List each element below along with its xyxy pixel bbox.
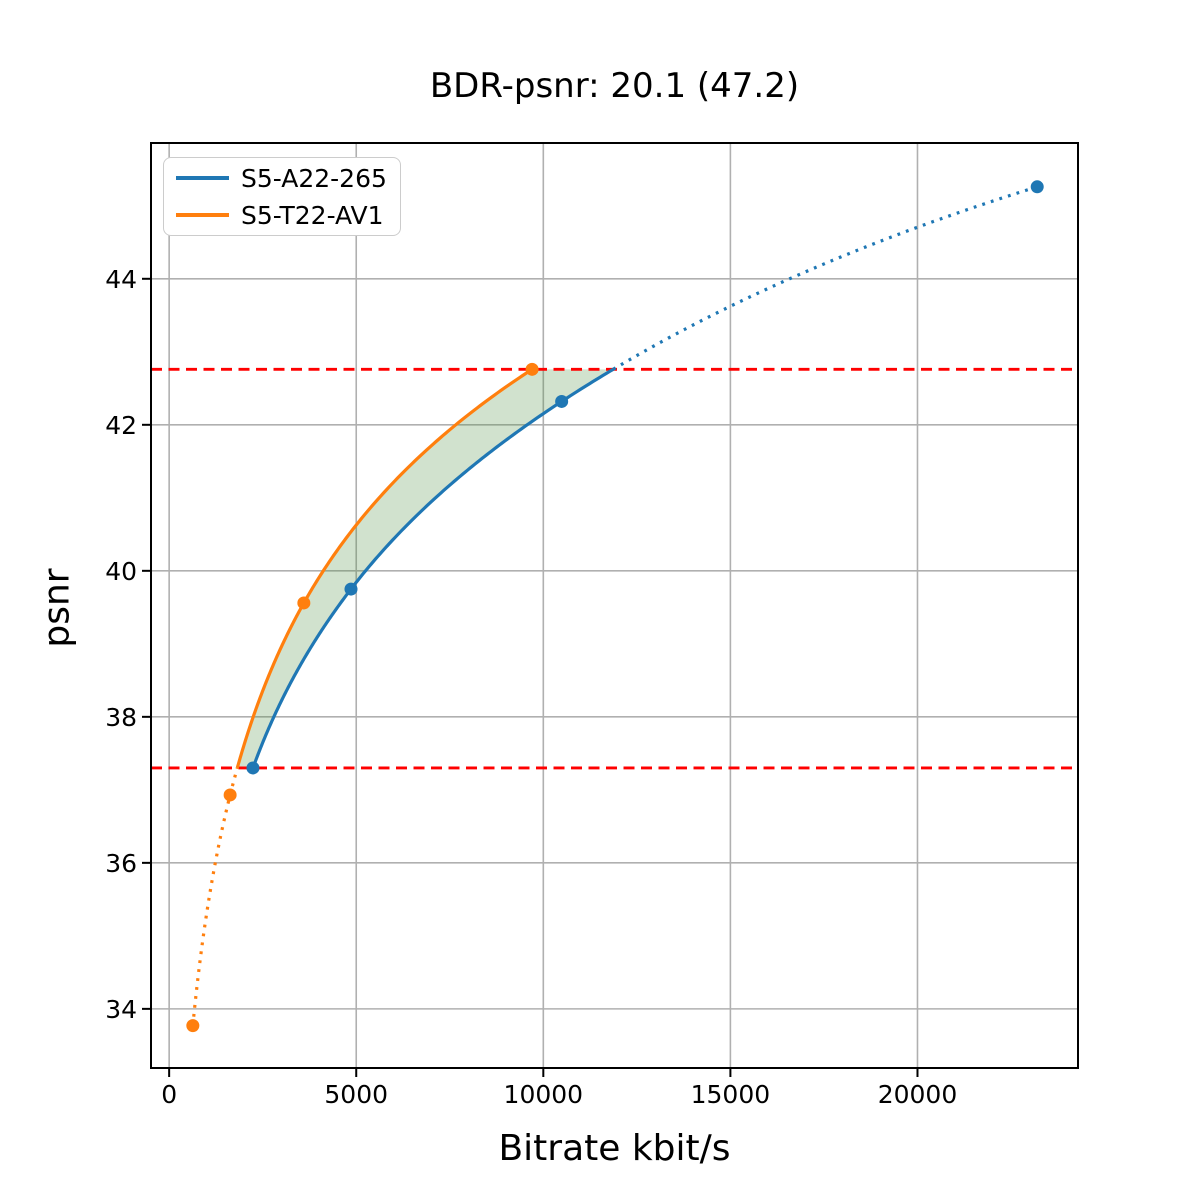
y-tick-label: 40	[105, 557, 137, 586]
y-tick-label: 44	[105, 265, 137, 294]
y-tick-label: 42	[105, 411, 137, 440]
legend-line-sample-blue	[176, 176, 229, 180]
data-point-s5-t22-av1	[297, 596, 311, 610]
legend: S5-A22-265 S5-T22-AV1	[163, 157, 401, 236]
data-point-s5-t22-av1	[525, 362, 539, 376]
data-point-s5-a22-265	[555, 394, 569, 408]
legend-label: S5-A22-265	[241, 163, 387, 193]
x-tick-label: 15000	[691, 1080, 771, 1109]
series-s5-t22-av1-dotted	[191, 767, 239, 1026]
series-s5-t22-av1-curve	[235, 367, 533, 769]
legend-line-sample-orange	[176, 213, 229, 217]
axes-spines	[150, 142, 1079, 1069]
series-s5-a22-265-curve	[251, 367, 614, 769]
bd-overlap-shaded-area	[237, 369, 614, 768]
x-axis-label: Bitrate kbit/s	[498, 1128, 731, 1169]
data-point-s5-t22-av1	[223, 788, 237, 802]
x-tick-label: 0	[161, 1080, 177, 1109]
data-point-s5-a22-265	[344, 582, 358, 596]
chart-title: BDR-psnr: 20.1 (47.2)	[429, 66, 800, 106]
legend-item-s5-t22-av1: S5-T22-AV1	[176, 200, 388, 230]
y-tick-label: 34	[105, 995, 137, 1024]
x-tick-label: 20000	[878, 1080, 958, 1109]
y-tick-label: 38	[105, 703, 137, 732]
data-point-s5-a22-265	[1030, 180, 1044, 194]
legend-item-s5-a22-265: S5-A22-265	[176, 163, 388, 193]
x-tick-label: 10000	[504, 1080, 584, 1109]
legend-label: S5-T22-AV1	[241, 200, 384, 230]
data-point-s5-a22-265	[246, 761, 260, 775]
x-tick-label: 5000	[324, 1080, 388, 1109]
data-point-s5-t22-av1	[186, 1019, 200, 1033]
y-tick-label: 36	[105, 849, 137, 878]
